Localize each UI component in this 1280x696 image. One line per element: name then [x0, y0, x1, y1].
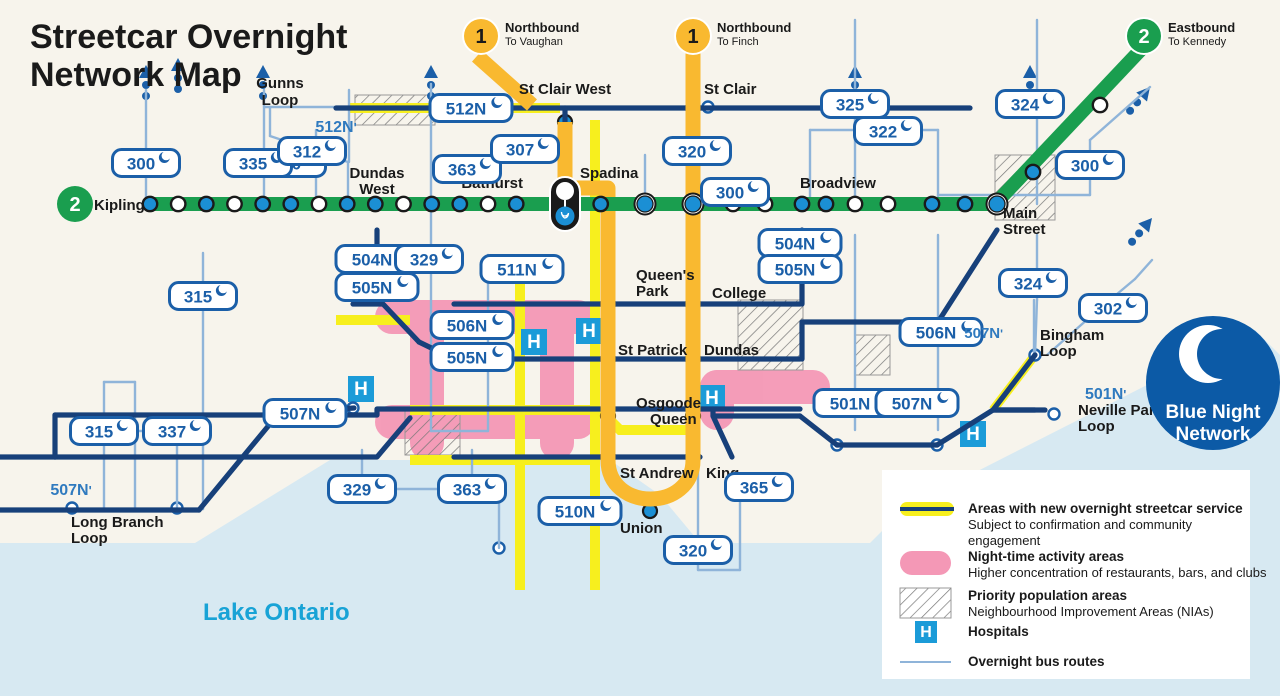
- svg-text:Subject to confirmation and co: Subject to confirmation and community: [968, 517, 1192, 532]
- svg-text:315: 315: [85, 423, 113, 442]
- svg-text:Overnight bus routes: Overnight bus routes: [968, 654, 1105, 669]
- svg-text:Areas with new overnight stree: Areas with new overnight streetcar servi…: [968, 501, 1243, 516]
- svg-text:Spadina: Spadina: [580, 165, 639, 182]
- svg-text:307: 307: [506, 141, 534, 160]
- svg-text:engagement: engagement: [968, 533, 1041, 548]
- svg-text:507N': 507N': [50, 482, 91, 499]
- svg-text:329: 329: [410, 251, 438, 270]
- svg-text:363: 363: [448, 161, 476, 180]
- svg-text:Lake Ontario: Lake Ontario: [203, 599, 350, 626]
- svg-text:To Kennedy: To Kennedy: [1168, 36, 1227, 48]
- svg-text:Loop: Loop: [71, 530, 108, 547]
- svg-text:512N': 512N': [315, 119, 356, 136]
- svg-text:322: 322: [869, 123, 897, 142]
- svg-text:506N: 506N: [447, 317, 488, 336]
- svg-text:Park: Park: [636, 283, 669, 300]
- svg-text:Kipling: Kipling: [94, 197, 145, 214]
- svg-text:504N: 504N: [352, 251, 393, 270]
- svg-text:300: 300: [716, 184, 744, 203]
- svg-text:325: 325: [836, 96, 864, 115]
- svg-text:Dundas: Dundas: [704, 342, 759, 359]
- svg-text:Northbound: Northbound: [717, 20, 791, 35]
- svg-text:Loop: Loop: [262, 92, 299, 109]
- svg-text:302: 302: [1094, 300, 1122, 319]
- svg-text:324: 324: [1014, 275, 1043, 294]
- svg-text:Main: Main: [1003, 205, 1037, 222]
- svg-text:H: H: [527, 332, 541, 353]
- svg-text:Hospitals: Hospitals: [968, 624, 1029, 639]
- svg-text:Dundas: Dundas: [349, 165, 404, 182]
- svg-text:Broadview: Broadview: [800, 175, 876, 192]
- svg-text:Bingham: Bingham: [1040, 327, 1104, 344]
- svg-text:507N: 507N: [892, 395, 933, 414]
- svg-text:Queen: Queen: [650, 411, 697, 428]
- svg-text:511N: 511N: [497, 261, 537, 280]
- svg-text:H: H: [920, 624, 932, 641]
- svg-text:324: 324: [1011, 96, 1040, 115]
- svg-text:St Clair West: St Clair West: [519, 81, 611, 98]
- svg-text:2: 2: [69, 194, 80, 216]
- svg-text:2: 2: [1138, 26, 1149, 48]
- svg-text:Gunns: Gunns: [256, 75, 304, 92]
- svg-text:Loop: Loop: [1040, 343, 1077, 360]
- svg-text:St Patrick: St Patrick: [618, 342, 688, 359]
- svg-text:506N: 506N: [916, 324, 957, 343]
- svg-text:312: 312: [293, 143, 321, 162]
- svg-text:501N': 501N': [1085, 386, 1126, 403]
- svg-text:Network Map: Network Map: [30, 56, 242, 94]
- svg-text:1: 1: [687, 26, 698, 48]
- svg-text:St Andrew: St Andrew: [620, 465, 694, 482]
- svg-text:To Vaughan: To Vaughan: [505, 36, 563, 48]
- svg-text:Network: Network: [1176, 424, 1251, 445]
- svg-text:337: 337: [158, 423, 186, 442]
- svg-text:Blue Night: Blue Night: [1166, 402, 1262, 423]
- svg-text:West: West: [359, 181, 395, 198]
- svg-text:315: 315: [184, 288, 212, 307]
- svg-text:Streetcar Overnight: Streetcar Overnight: [30, 18, 347, 56]
- svg-text:365: 365: [740, 479, 768, 498]
- svg-text:329: 329: [343, 481, 371, 500]
- svg-text:Loop: Loop: [1078, 418, 1115, 435]
- svg-text:510N: 510N: [555, 503, 596, 522]
- svg-text:To Finch: To Finch: [717, 36, 759, 48]
- svg-text:Priority population areas: Priority population areas: [968, 588, 1127, 603]
- svg-text:505N: 505N: [447, 349, 488, 368]
- svg-text:Street: Street: [1003, 221, 1046, 238]
- svg-text:College: College: [712, 285, 766, 302]
- svg-text:H: H: [582, 321, 596, 342]
- svg-text:1: 1: [475, 26, 486, 48]
- svg-text:504N: 504N: [775, 235, 816, 254]
- svg-text:335: 335: [239, 155, 267, 174]
- svg-text:St Clair: St Clair: [704, 81, 757, 98]
- svg-text:Queen's: Queen's: [636, 267, 695, 284]
- svg-text:Union: Union: [620, 520, 663, 537]
- svg-text:501N: 501N: [830, 395, 871, 414]
- svg-text:505N: 505N: [775, 261, 816, 280]
- svg-text:505N: 505N: [352, 279, 393, 298]
- svg-text:Eastbound: Eastbound: [1168, 20, 1235, 35]
- svg-text:H: H: [705, 388, 719, 409]
- svg-text:H: H: [354, 379, 368, 400]
- svg-text:507N: 507N: [280, 405, 321, 424]
- svg-text:300: 300: [127, 155, 155, 174]
- svg-text:300: 300: [1071, 157, 1099, 176]
- svg-text:363: 363: [453, 481, 481, 500]
- svg-text:Neighbourhood Improvement Area: Neighbourhood Improvement Areas (NIAs): [968, 604, 1214, 619]
- svg-text:Long Branch: Long Branch: [71, 514, 164, 531]
- svg-text:320: 320: [679, 542, 707, 561]
- svg-text:Northbound: Northbound: [505, 20, 579, 35]
- svg-text:320: 320: [678, 143, 706, 162]
- svg-text:512N: 512N: [446, 100, 487, 119]
- svg-text:Higher concentration of restau: Higher concentration of restaurants, bar…: [968, 565, 1267, 580]
- svg-text:Night-time activity areas: Night-time activity areas: [968, 549, 1124, 564]
- svg-text:507N': 507N': [964, 325, 1003, 342]
- svg-text:Osgoode: Osgoode: [636, 395, 701, 412]
